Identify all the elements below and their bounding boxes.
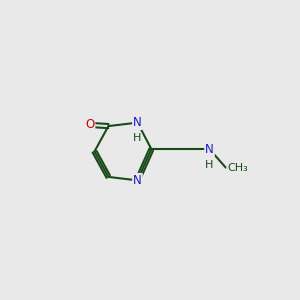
Text: H: H	[206, 160, 214, 170]
Text: H: H	[133, 133, 142, 143]
Text: CH₃: CH₃	[227, 163, 248, 173]
Text: O: O	[85, 118, 94, 131]
Text: N: N	[205, 143, 214, 156]
Text: N: N	[133, 174, 142, 187]
Text: N: N	[133, 116, 142, 129]
